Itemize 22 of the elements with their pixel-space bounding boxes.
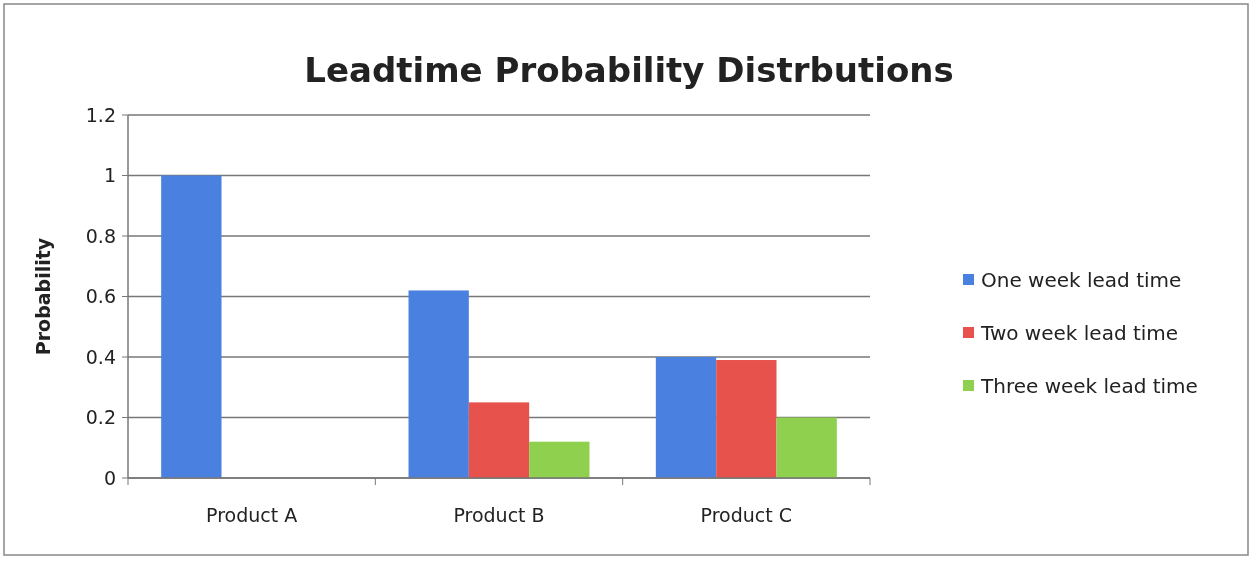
bar bbox=[468, 402, 530, 478]
legend-label: Three week lead time bbox=[980, 374, 1198, 398]
x-tick-label: Product A bbox=[206, 504, 298, 526]
y-tick-label: 0.2 bbox=[85, 406, 116, 429]
bar bbox=[161, 175, 222, 478]
y-tick-label: 0.6 bbox=[85, 285, 116, 308]
bar bbox=[716, 360, 777, 478]
y-tick-label: 1.2 bbox=[85, 103, 116, 126]
x-tick-label: Product C bbox=[700, 504, 793, 526]
bar bbox=[529, 441, 590, 478]
bar bbox=[776, 417, 837, 478]
bar bbox=[408, 290, 469, 478]
y-tick-label: 0.8 bbox=[85, 224, 116, 247]
chart-title: Leadtime Probability Distrbutions bbox=[304, 50, 954, 90]
x-tick-label: Product B bbox=[453, 504, 545, 526]
y-tick-label: 1 bbox=[103, 164, 116, 187]
legend-label: Two week lead time bbox=[980, 321, 1179, 345]
y-tick-label: 0.4 bbox=[85, 345, 116, 368]
bar bbox=[655, 357, 717, 478]
y-tick-label: 0 bbox=[103, 466, 116, 489]
y-axis-title: Probability bbox=[32, 237, 54, 356]
legend-label: One week lead time bbox=[981, 268, 1182, 292]
